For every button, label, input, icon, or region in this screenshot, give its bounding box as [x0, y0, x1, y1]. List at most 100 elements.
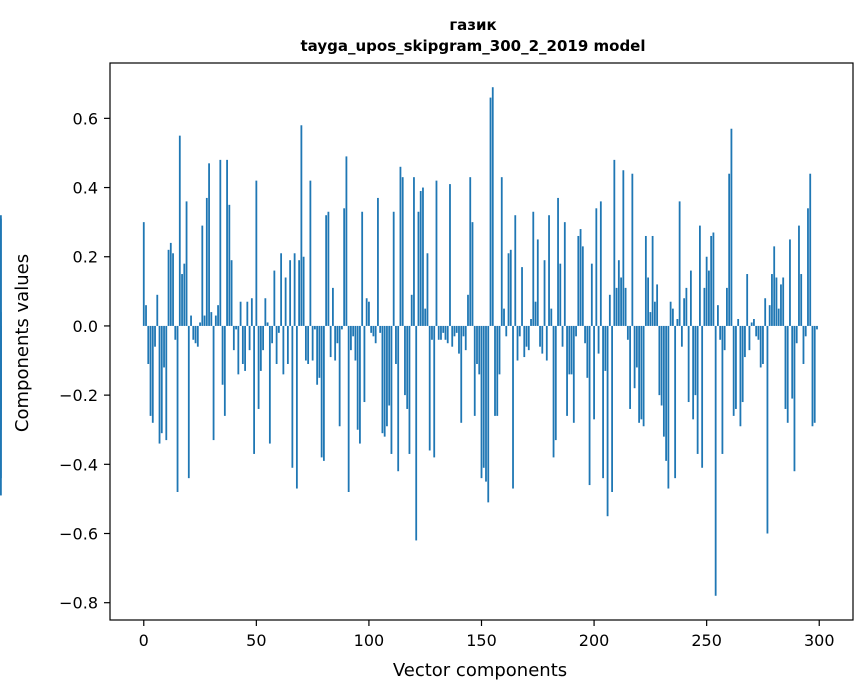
bar-15: [176, 325, 179, 492]
bar-156: [494, 325, 496, 416]
bar-22: [192, 325, 195, 340]
bar-252: [710, 235, 713, 326]
y-tick-label: 0.4: [73, 179, 98, 198]
bar-290: [795, 325, 798, 344]
bar-288: [791, 325, 794, 399]
bar-94: [354, 325, 357, 361]
bar-276: [764, 298, 767, 326]
bar-185: [559, 263, 562, 326]
bar-172: [530, 319, 532, 326]
bar-72: [304, 325, 307, 361]
bar-36: [223, 325, 226, 416]
bar-209: [613, 159, 616, 326]
bar-88: [341, 325, 343, 330]
bar-46: [246, 301, 249, 326]
bar-275: [762, 325, 764, 364]
bar-158: [498, 325, 501, 375]
bar-239: [680, 325, 683, 347]
bar-286: [786, 325, 789, 423]
bar-43: [239, 301, 242, 326]
bar-139: [455, 325, 458, 333]
bar-101: [370, 325, 373, 333]
bar-11: [167, 249, 170, 326]
bar-269: [748, 325, 751, 351]
x-axis-ticks: 0 50 100 150 200 250 300: [139, 620, 835, 650]
bar-61: [280, 253, 283, 326]
bar-85: [334, 325, 337, 361]
bar-59: [275, 325, 278, 364]
x-tick-label: 250: [691, 631, 722, 650]
bar-298: [813, 325, 816, 423]
bar-250: [705, 256, 708, 326]
bar-271: [753, 319, 755, 326]
bar-284: [782, 277, 785, 326]
bar-16: [178, 135, 181, 326]
bar-293: [802, 325, 805, 364]
bar-63: [284, 277, 287, 326]
bar-123: [419, 191, 422, 326]
bar-247: [699, 225, 701, 326]
bar-150: [480, 325, 483, 479]
bar-67: [293, 253, 296, 326]
bar-118: [408, 325, 411, 454]
bar-80: [322, 325, 325, 461]
bar-74: [309, 180, 312, 326]
bar-34: [219, 159, 222, 326]
bar-195: [581, 246, 584, 326]
bar-112: [395, 325, 397, 364]
bar-263: [735, 325, 737, 409]
bar-199: [590, 263, 593, 326]
bar-68: [295, 325, 298, 489]
bar-202: [597, 325, 600, 354]
bar-260: [728, 173, 731, 326]
bar-87: [338, 325, 341, 427]
bar-44: [241, 325, 244, 364]
bar-21: [190, 315, 192, 326]
bar-236: [674, 325, 677, 479]
bar-229: [658, 325, 661, 396]
bar-179: [545, 325, 548, 361]
bar-23: [194, 325, 197, 344]
bar-169: [523, 325, 526, 358]
bar-19: [185, 201, 188, 326]
bar-146: [471, 222, 474, 326]
bar-84: [332, 287, 334, 326]
bar-226: [651, 235, 654, 326]
bar-287: [789, 239, 791, 326]
bar-89: [343, 208, 346, 326]
bar-14: [174, 325, 177, 340]
bar-127: [428, 325, 431, 451]
bar-201: [595, 208, 598, 326]
bar-262: [732, 325, 735, 416]
bar-30: [210, 312, 213, 326]
bar-190: [570, 325, 573, 375]
bar-41: [235, 325, 237, 330]
bar-98: [363, 325, 366, 403]
bar-215: [626, 325, 629, 340]
bar-272: [755, 325, 758, 337]
bar-231: [662, 325, 665, 437]
bar-221: [640, 325, 643, 420]
bar-213: [622, 170, 625, 326]
bar-256: [719, 325, 722, 340]
bar-147: [473, 325, 476, 416]
bar-132: [440, 325, 442, 340]
bar-47: [248, 325, 251, 351]
bar-102: [372, 325, 375, 337]
bar-24: [196, 325, 199, 347]
bar-268: [746, 274, 749, 326]
bar-258: [723, 325, 726, 351]
bar-9: [163, 325, 165, 368]
bar-165: [514, 215, 517, 326]
bar-178: [543, 260, 546, 326]
bar-180: [548, 215, 550, 326]
bar-148: [476, 325, 478, 364]
bar-235: [671, 308, 674, 326]
bar-86: [336, 325, 339, 344]
bar-138: [453, 325, 456, 337]
bar-151: [482, 325, 485, 468]
bar-7: [158, 325, 161, 444]
bar-217: [631, 173, 634, 326]
bar-92: [350, 325, 352, 351]
